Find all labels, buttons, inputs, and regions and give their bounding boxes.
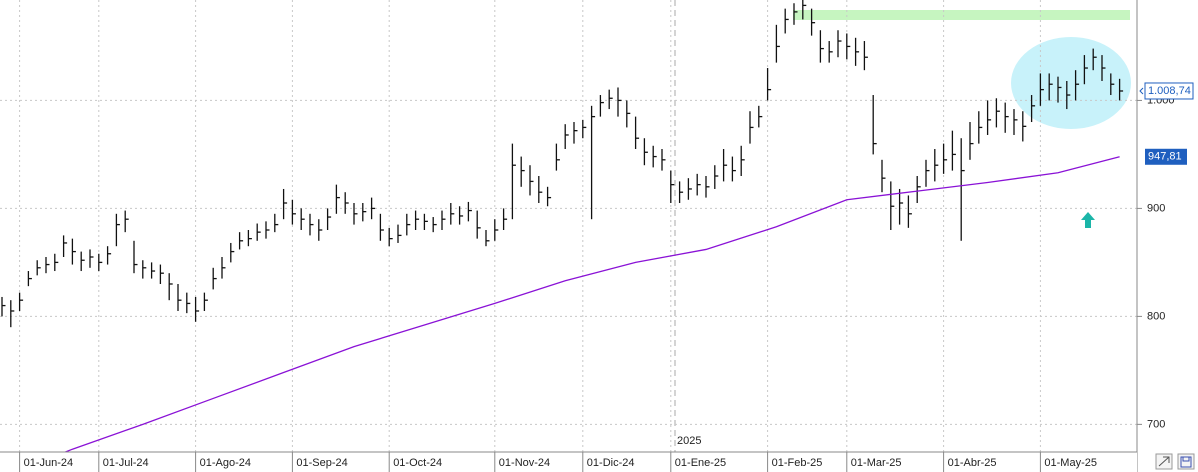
- last-price-box: [1144, 82, 1194, 100]
- up-arrow: [1081, 212, 1095, 228]
- save-icon: [1180, 456, 1192, 468]
- ma-price-box: [1145, 148, 1187, 165]
- x-axis-panel: [0, 452, 1137, 472]
- y-tick-label: 900: [1147, 202, 1165, 214]
- x-tick-label: 01-Ene-25: [675, 457, 726, 469]
- x-tick-label: 01-May-25: [1044, 457, 1097, 469]
- last-price-label: 1.008,74: [1148, 85, 1191, 97]
- x-tick-label: 01-Feb-25: [772, 457, 823, 469]
- scale-icon: [1158, 456, 1170, 467]
- x-tick-label: 01-Oct-24: [393, 457, 442, 469]
- y-axis-panel: [1137, 0, 1198, 472]
- y-tick-label: 700: [1147, 418, 1165, 430]
- x-tick-label: 01-Sep-24: [296, 457, 347, 469]
- y-tick-label: 800: [1147, 310, 1165, 322]
- x-tick-label: 01-Abr-25: [948, 457, 997, 469]
- x-tick-label: 01-Dic-24: [587, 457, 635, 469]
- x-tick-label: 01-Ago-24: [200, 457, 251, 469]
- plot: [1, 0, 1124, 452]
- resistance-zone: [793, 10, 1130, 20]
- x-tick-label: 01-Nov-24: [499, 457, 550, 469]
- highlight-ellipse: [1011, 37, 1131, 129]
- ma-price-label: 947,81: [1148, 151, 1182, 163]
- moving-average: [63, 156, 1120, 452]
- price-pointer: [1139, 87, 1144, 95]
- x-tick-label: 01-Mar-25: [851, 457, 902, 469]
- year-label: 2025: [677, 435, 701, 447]
- x-tick-label: 01-Jun-24: [24, 457, 74, 469]
- x-tick-label: 01-Jul-24: [103, 457, 149, 469]
- grid: [0, 0, 1137, 452]
